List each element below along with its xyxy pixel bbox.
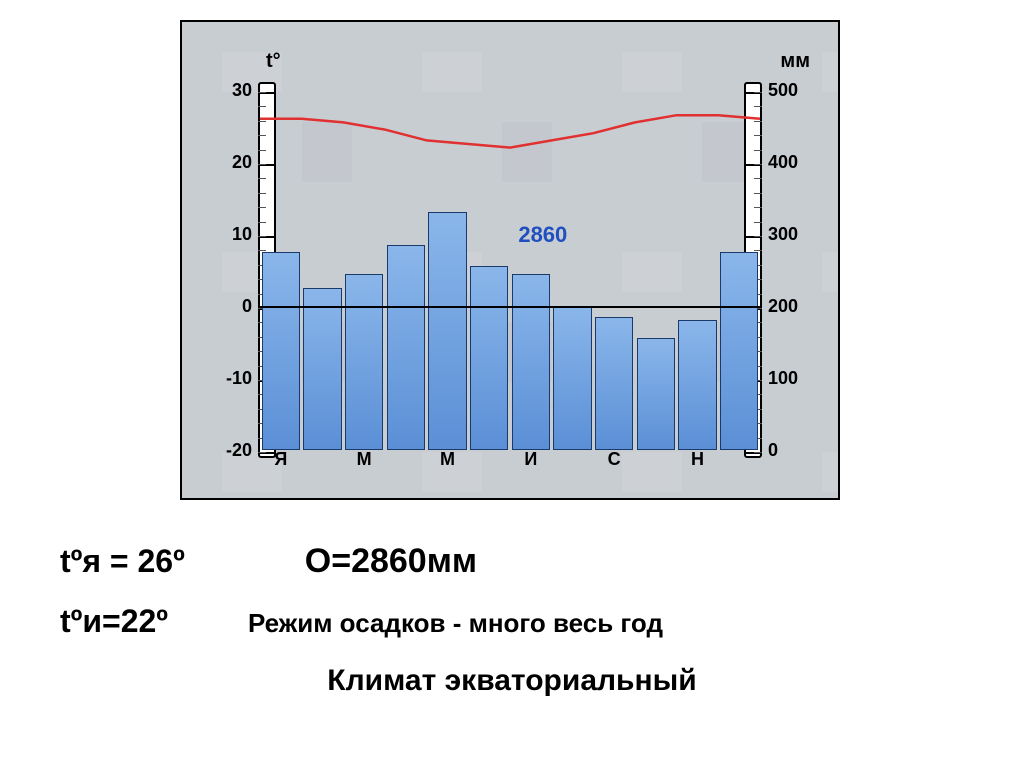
summary-text: tºя = 26º О=2860мм tºи=22º Режим осадков…: [60, 530, 964, 704]
t-july: tºи=22º: [60, 603, 168, 640]
x-tick-label: Я: [274, 449, 287, 470]
left-tick-label: -20: [212, 440, 252, 461]
right-tick-label: 300: [768, 224, 808, 245]
x-tick-label: И: [524, 449, 537, 470]
right-tick-label: 100: [768, 368, 808, 389]
right-tick-label: 0: [768, 440, 808, 461]
right-axis-title: мм: [780, 50, 810, 73]
climate-type: Климат экваториальный: [60, 664, 964, 698]
left-tick-label: 10: [212, 224, 252, 245]
x-tick-label: М: [357, 449, 372, 470]
left-tick-label: 0: [212, 296, 252, 317]
left-tick-label: 20: [212, 152, 252, 173]
precipitation-annotation: 2860: [518, 222, 567, 248]
temperature-line: [260, 90, 760, 450]
x-tick-label: Н: [691, 449, 704, 470]
precipitation-total: О=2860мм: [305, 542, 477, 581]
t-january: tºя = 26º: [60, 543, 185, 580]
right-tick-label: 200: [768, 296, 808, 317]
left-tick-label: -10: [212, 368, 252, 389]
x-tick-label: М: [440, 449, 455, 470]
precipitation-regime: Режим осадков - много весь год: [248, 608, 663, 639]
left-tick-label: 30: [212, 80, 252, 101]
climograph: t° мм -20-1001020300100200300400500 2860…: [180, 20, 840, 500]
left-axis-title: t°: [266, 50, 281, 73]
right-tick-label: 500: [768, 80, 808, 101]
right-tick-label: 400: [768, 152, 808, 173]
x-tick-label: С: [608, 449, 621, 470]
plot-area: 2860: [260, 90, 760, 450]
